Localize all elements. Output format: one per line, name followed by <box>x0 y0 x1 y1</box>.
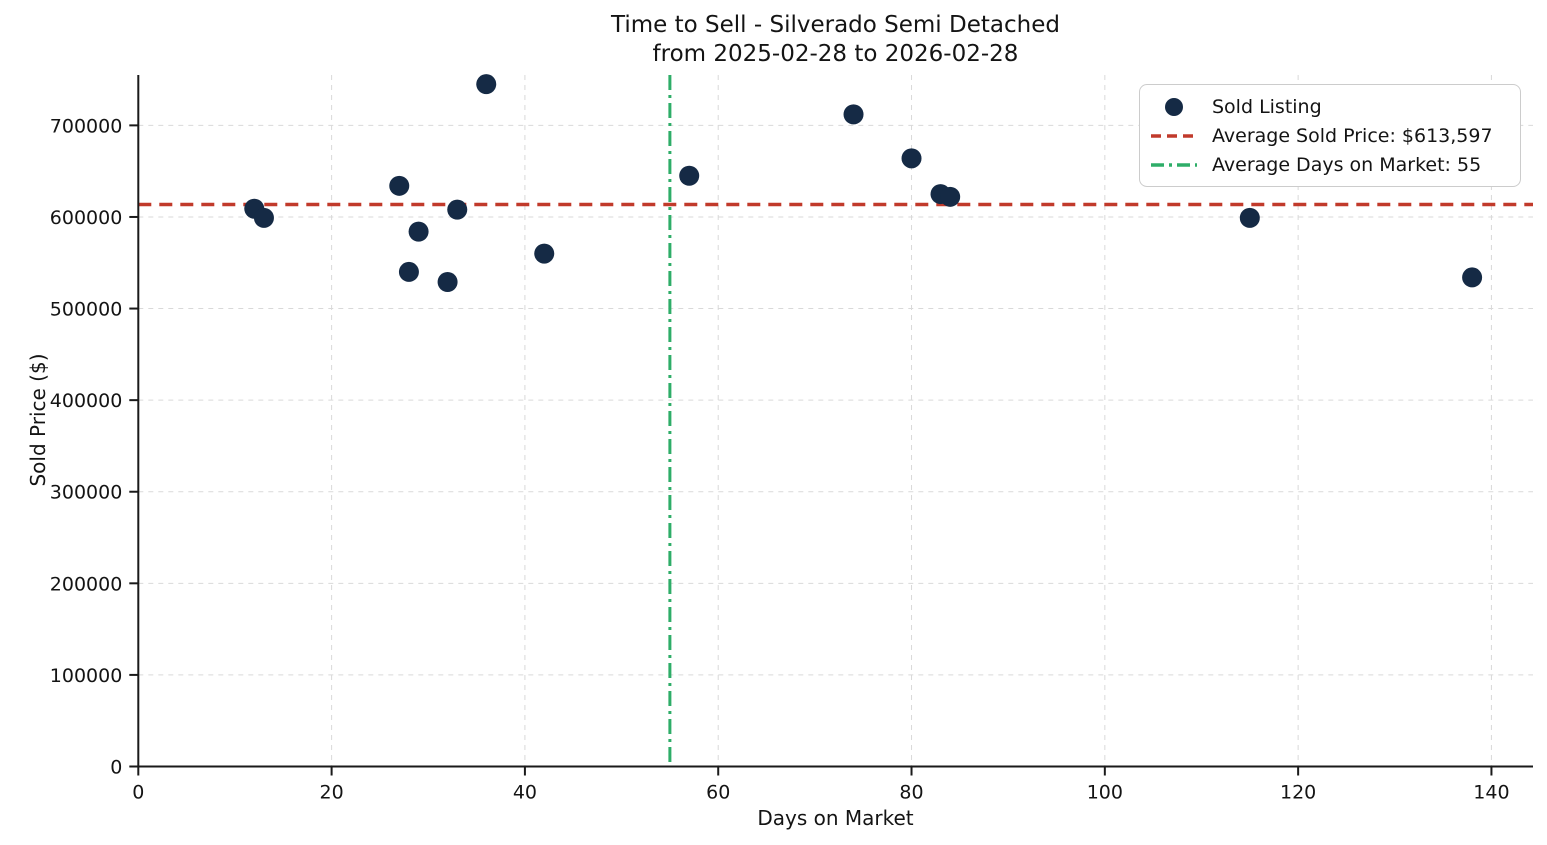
legend-item-avg-price: Average Sold Price: $613,597 <box>1150 121 1508 150</box>
legend-label-sold-listing: Sold Listing <box>1212 95 1322 118</box>
chart-title: Time to Sell - Silverado Semi Detached f… <box>138 11 1533 69</box>
y-tick-label: 200000 <box>50 573 123 595</box>
scatter-point <box>901 148 922 169</box>
x-tick-label: 60 <box>706 782 730 804</box>
scatter-point <box>253 207 274 228</box>
y-tick-label: 300000 <box>50 482 123 504</box>
scatter-point <box>437 271 458 292</box>
scatter-point <box>447 199 468 220</box>
x-tick-label: 80 <box>899 782 923 804</box>
scatter-point <box>408 221 429 242</box>
avg-price-dashed-line-icon <box>1150 126 1198 146</box>
scatter-point <box>1462 267 1483 288</box>
avg-days-dashdot-line-icon <box>1150 155 1198 175</box>
chart-title-line2: from 2025-02-28 to 2026-02-28 <box>652 41 1019 67</box>
y-tick-label: 400000 <box>50 390 123 412</box>
legend-label-avg-price: Average Sold Price: $613,597 <box>1212 124 1493 147</box>
x-tick-label: 100 <box>1087 782 1123 804</box>
scatter-point <box>398 261 419 282</box>
scatter-point <box>1239 207 1260 228</box>
y-tick-label: 600000 <box>50 207 123 229</box>
scatter-point <box>679 165 700 186</box>
x-tick-label: 40 <box>513 782 537 804</box>
x-axis-label: Days on Market <box>757 806 914 830</box>
sold-listing-dot-icon <box>1150 97 1198 117</box>
legend-label-avg-days: Average Days on Market: 55 <box>1212 153 1482 176</box>
scatter-point <box>389 175 410 196</box>
x-tick-label: 140 <box>1473 782 1509 804</box>
x-tick-label: 0 <box>132 782 144 804</box>
legend-item-sold-listing: Sold Listing <box>1150 92 1508 121</box>
scatter-point <box>476 74 497 95</box>
x-tick-label: 120 <box>1280 782 1316 804</box>
scatter-point <box>534 243 555 264</box>
y-tick-label: 500000 <box>50 299 123 321</box>
y-tick-label: 0 <box>110 757 122 779</box>
y-tick-label: 100000 <box>50 665 123 687</box>
scatter-point <box>843 104 864 125</box>
legend: Sold Listing Average Sold Price: $613,59… <box>1139 84 1521 187</box>
scatter-point <box>940 186 961 207</box>
chart-title-line1: Time to Sell - Silverado Semi Detached <box>611 12 1060 38</box>
y-tick-label: 700000 <box>50 115 123 137</box>
legend-item-avg-days: Average Days on Market: 55 <box>1150 150 1508 179</box>
x-tick-label: 20 <box>320 782 344 804</box>
